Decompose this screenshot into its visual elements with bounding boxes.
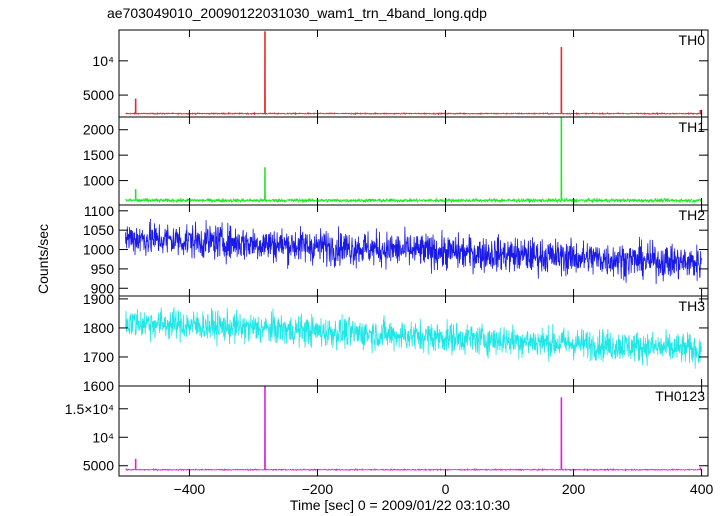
series-line-th3 [125, 307, 702, 369]
x-tick-label-4: 400 [690, 481, 714, 497]
x-axis-label: Time [sec] 0 = 2009/01/22 03:10:30 [290, 497, 510, 513]
panel-label-th0: TH0 [679, 32, 706, 48]
series-line-th2 [125, 218, 702, 285]
y-tick-label-th1-1: 1500 [83, 147, 114, 163]
y-tick-label-th0-0: 5000 [83, 87, 114, 103]
panel-label-th0123: TH0123 [655, 388, 705, 404]
y-tick-label-th0-1: 10⁴ [92, 53, 114, 69]
x-tick-label-0: −400 [174, 481, 206, 497]
y-tick-label-th2-0: 900 [91, 280, 115, 296]
y-tick-label-th2-2: 1000 [83, 242, 114, 258]
y-tick-label-th3-3: 1900 [83, 291, 114, 307]
y-axis-label: Counts/sec [35, 224, 51, 294]
panel-label-th2: TH2 [679, 207, 706, 223]
y-tick-label-th2-3: 1050 [83, 222, 114, 238]
x-tick-label-2: 0 [442, 481, 450, 497]
x-tick-label-1: −200 [302, 481, 334, 497]
y-tick-label-th2-1: 950 [91, 261, 115, 277]
y-tick-label-th1-2: 2000 [83, 122, 114, 138]
panel-frame-th0 [118, 29, 709, 118]
y-tick-label-th3-0: 1600 [83, 378, 114, 394]
y-tick-label-th3-1: 1700 [83, 349, 114, 365]
panel-label-th3: TH3 [679, 298, 706, 314]
y-tick-label-th0123-0: 5000 [83, 458, 114, 474]
y-tick-label-th0123-2: 1.5×10⁴ [65, 401, 114, 417]
y-tick-label-th3-2: 1800 [83, 320, 114, 336]
series-line-th1 [125, 117, 702, 204]
panel-frame-th0123 [118, 385, 709, 477]
panel-frame-th1 [118, 116, 709, 206]
series-line-th0 [125, 31, 702, 116]
panel-label-th1: TH1 [679, 119, 706, 135]
y-tick-label-th0123-1: 10⁴ [92, 429, 114, 445]
chart-title: ae703049010_20090122031030_wam1_trn_4ban… [107, 5, 487, 21]
series-line-th0123 [125, 385, 702, 472]
y-tick-label-th1-0: 1000 [83, 173, 114, 189]
y-tick-label-th2-4: 1100 [84, 203, 114, 219]
x-tick-label-3: 200 [562, 481, 586, 497]
